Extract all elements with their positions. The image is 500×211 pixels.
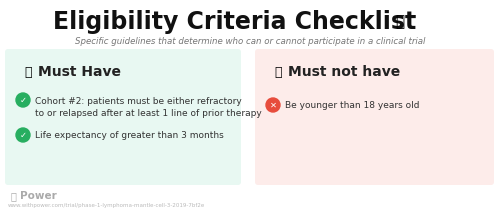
Circle shape: [266, 98, 280, 112]
Text: ✕: ✕: [270, 100, 276, 110]
Text: 👍: 👍: [24, 65, 32, 78]
Text: 📋: 📋: [396, 15, 404, 30]
Text: Power: Power: [20, 191, 57, 201]
Circle shape: [16, 128, 30, 142]
Text: Specific guidelines that determine who can or cannot participate in a clinical t: Specific guidelines that determine who c…: [75, 38, 425, 46]
Text: ᯼: ᯼: [10, 191, 16, 201]
Text: Must Have: Must Have: [38, 65, 121, 79]
Text: Eligibility Criteria Checklist: Eligibility Criteria Checklist: [54, 10, 416, 34]
Text: Cohort #2: patients must be either refractory
to or relapsed after at least 1 li: Cohort #2: patients must be either refra…: [35, 97, 262, 119]
Text: www.withpower.com/trial/phase-1-lymphoma-mantle-cell-3-2019-7bf2e: www.withpower.com/trial/phase-1-lymphoma…: [8, 203, 205, 208]
Circle shape: [16, 93, 30, 107]
Text: Be younger than 18 years old: Be younger than 18 years old: [285, 100, 420, 110]
Text: ✓: ✓: [20, 96, 26, 104]
FancyBboxPatch shape: [255, 49, 494, 185]
Text: Life expectancy of greater than 3 months: Life expectancy of greater than 3 months: [35, 130, 224, 139]
Text: 👎: 👎: [274, 65, 282, 78]
Text: ✓: ✓: [20, 130, 26, 139]
FancyBboxPatch shape: [5, 49, 241, 185]
Text: Must not have: Must not have: [288, 65, 400, 79]
